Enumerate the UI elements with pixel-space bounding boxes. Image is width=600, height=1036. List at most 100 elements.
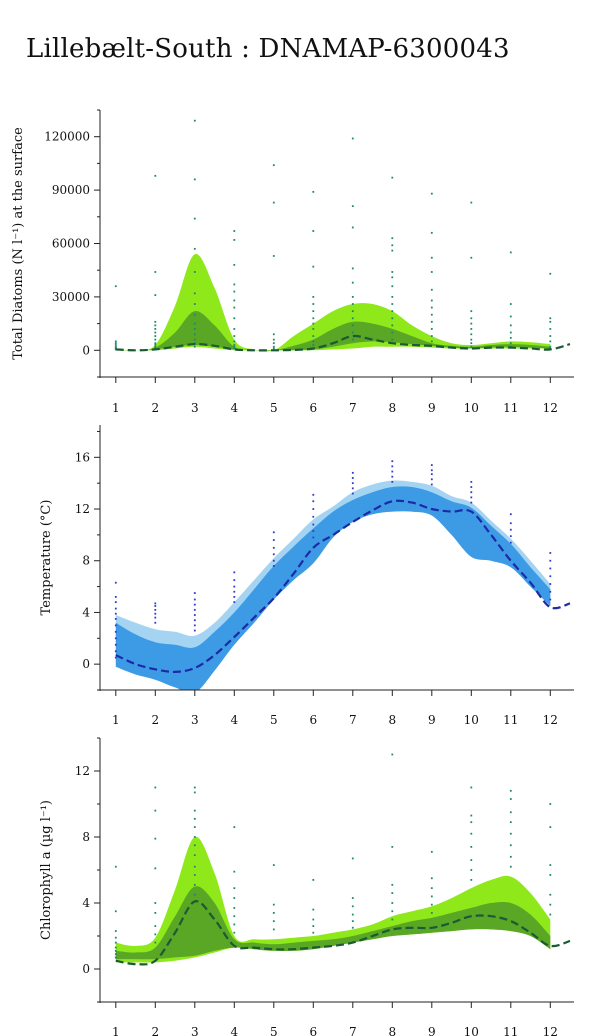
observation-point [470, 328, 473, 330]
observation-point [430, 256, 433, 259]
observation-point [470, 201, 473, 204]
observation-point [549, 874, 552, 876]
observation-point [549, 864, 552, 866]
observation-point [193, 624, 196, 627]
observation-point [114, 946, 117, 949]
x-tick-label: 4 [230, 713, 238, 727]
observation-point [233, 870, 236, 873]
observation-point [193, 629, 196, 632]
observation-point [193, 178, 196, 181]
observations [114, 460, 552, 659]
observation-point [272, 345, 275, 348]
observation-point [312, 918, 315, 921]
observation-point [430, 340, 433, 343]
observation-point [470, 879, 473, 881]
observation-point [391, 883, 394, 886]
observation-point [233, 344, 236, 346]
observation-point [312, 925, 315, 927]
observation-point [351, 324, 354, 327]
x-tick-label: 4 [230, 1025, 238, 1036]
observation-point [470, 786, 473, 789]
observation-point [430, 469, 433, 472]
observation-point [351, 926, 354, 929]
observations [114, 119, 552, 351]
observation-point [430, 912, 433, 914]
observation-point [312, 536, 315, 539]
observation-point [114, 650, 117, 653]
observation-point [233, 923, 236, 926]
x-tick-label: 11 [503, 1025, 518, 1036]
observation-point [193, 328, 196, 330]
observation-point [233, 317, 236, 320]
y-tick-label: 8 [82, 554, 90, 568]
observation-point [470, 846, 473, 848]
observation-point [549, 913, 552, 916]
observation-point [272, 546, 275, 549]
observation-point [312, 303, 315, 305]
observation-point [272, 864, 275, 866]
observation-point [233, 283, 236, 286]
observation-point [430, 288, 433, 291]
observation-point [193, 826, 196, 828]
band-inner [115, 486, 551, 690]
observation-point [509, 855, 512, 858]
observation-point [509, 865, 512, 868]
observation-point [193, 817, 196, 820]
observation-point [312, 523, 315, 526]
x-tick-label: 3 [191, 713, 199, 727]
observation-point [114, 941, 117, 944]
observation-point [154, 621, 157, 624]
observation-point [154, 925, 157, 927]
observation-point [470, 480, 473, 483]
x-tick-label: 1 [112, 713, 120, 727]
observation-point [114, 581, 117, 584]
plot-area [114, 753, 571, 966]
x-tick-label: 8 [388, 713, 396, 727]
observation-point [391, 902, 394, 904]
observation-point [391, 465, 394, 468]
median-line [115, 900, 571, 966]
observation-point [549, 893, 552, 896]
observation-point [154, 941, 157, 944]
observation-point [391, 910, 394, 913]
x-tick-label: 3 [191, 1025, 199, 1036]
y-tick-label: 4 [82, 605, 90, 619]
observation-point [233, 347, 236, 350]
observation-point [430, 192, 433, 195]
observation-point [312, 296, 315, 298]
observation-point [391, 331, 394, 334]
observation-point [114, 949, 117, 952]
observation-point [154, 809, 157, 812]
observation-point [193, 865, 196, 868]
observation-point [272, 531, 275, 534]
observation-point [193, 786, 196, 789]
observation-point [154, 837, 157, 840]
observation-point [233, 579, 236, 582]
observation-point [312, 310, 315, 313]
observation-point [272, 338, 275, 341]
y-tick-label: 8 [82, 830, 90, 844]
observation-point [233, 571, 236, 574]
observation-point [272, 342, 275, 345]
observation-point [470, 338, 473, 341]
observation-point [470, 322, 473, 325]
observation-point [272, 920, 275, 923]
observation-point [114, 607, 117, 610]
observation-point [549, 803, 552, 805]
y-tick-label: 12 [75, 502, 90, 516]
observation-point [233, 826, 236, 828]
observation-point [233, 306, 236, 309]
observation-point [233, 299, 236, 302]
observation-point [272, 333, 275, 336]
x-tick-label: 7 [349, 401, 357, 415]
observation-point [470, 317, 473, 320]
x-tick-label: 1 [112, 1025, 120, 1036]
observation-point [430, 335, 433, 337]
observation-point [351, 857, 354, 860]
observation-point [391, 176, 394, 179]
observation-point [470, 814, 473, 817]
observation-point [154, 174, 157, 177]
observation-point [351, 487, 354, 490]
observation-point [509, 832, 512, 835]
